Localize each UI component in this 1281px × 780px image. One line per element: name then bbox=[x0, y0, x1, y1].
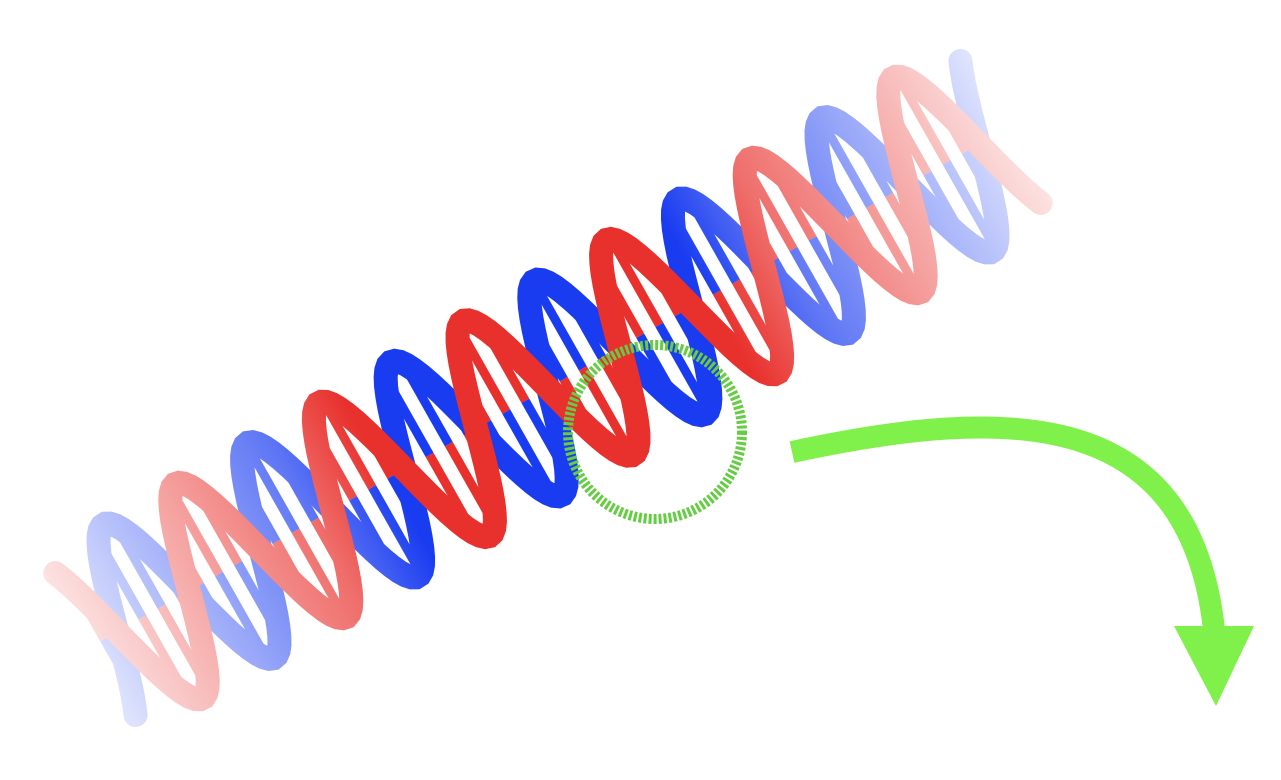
arrow-head bbox=[1174, 626, 1254, 706]
strand-red bbox=[46, 45, 1050, 731]
illustration bbox=[0, 0, 1281, 780]
helix-body bbox=[46, 45, 1050, 731]
arrow-shaft bbox=[792, 427, 1215, 640]
page: (() => { const data = JSON.parse(documen… bbox=[0, 0, 1281, 780]
dna-helix bbox=[46, 45, 1050, 731]
